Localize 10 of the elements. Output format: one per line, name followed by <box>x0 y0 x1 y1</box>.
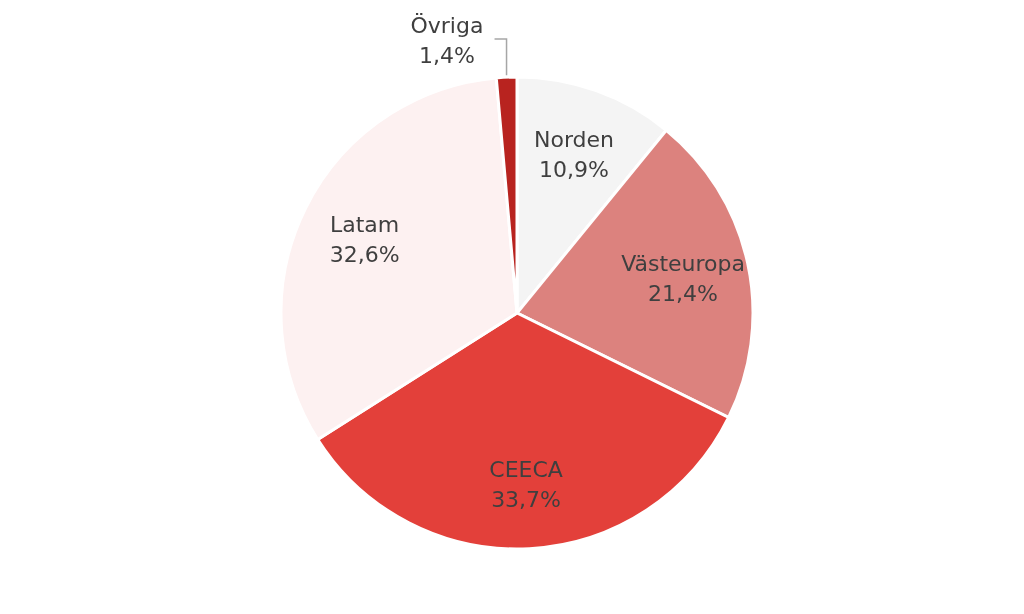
slice-label: CEECA <box>489 456 563 482</box>
slice-label: Norden <box>534 126 615 152</box>
data-label: 21,4% <box>648 280 718 306</box>
slice-label: Övriga <box>410 13 484 38</box>
slice-label: Västeuropa <box>621 250 745 276</box>
data-label: 10,9% <box>539 156 609 182</box>
data-label: 33,7% <box>491 486 562 512</box>
data-label: 32,6% <box>329 241 400 267</box>
slice-label: Latam <box>330 211 400 237</box>
data-label: 1,4% <box>418 43 475 68</box>
